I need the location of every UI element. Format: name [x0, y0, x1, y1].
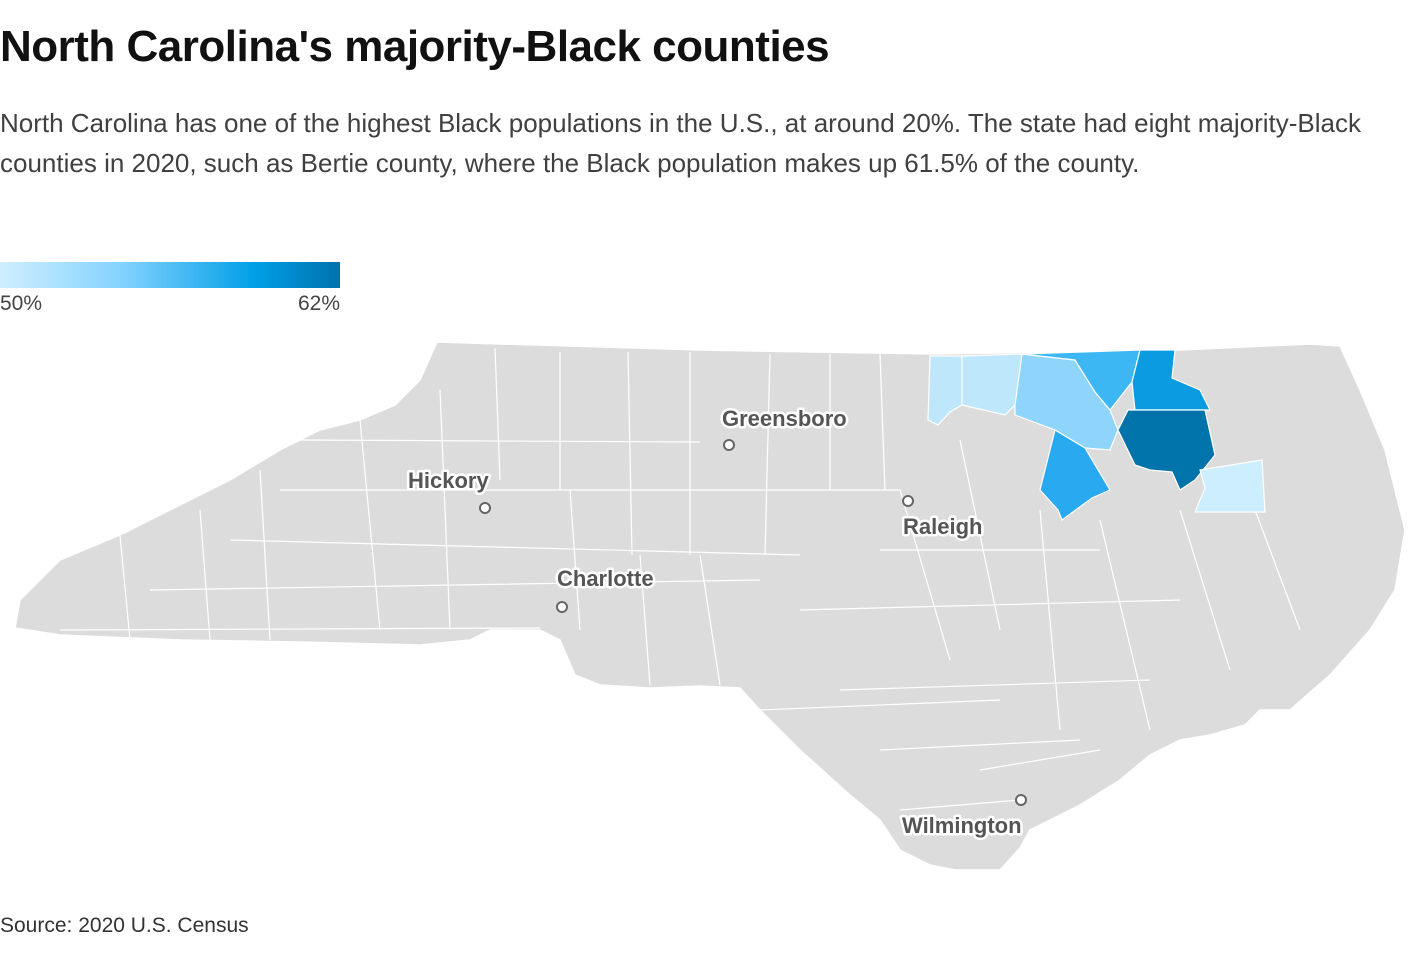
chart-subtitle: North Carolina has one of the highest Bl… — [0, 108, 1361, 178]
city-label-charlotte: Charlotte — [557, 566, 654, 591]
city-label-raleigh: Raleigh — [903, 514, 982, 539]
color-legend: 50% 62% — [0, 262, 340, 316]
county-highlight-7 — [1039, 429, 1111, 521]
north-carolina-map: Greensboro Hickory Raleigh Charlotte Wil… — [14, 341, 1406, 871]
city-label-hickory: Hickory — [408, 468, 489, 493]
legend-min-label: 50% — [0, 292, 43, 315]
legend-labels: 50% 62% — [0, 292, 340, 316]
county-highlight-5 — [1131, 349, 1211, 411]
county-highlight-6 — [1117, 409, 1216, 491]
city-label-wilmington: Wilmington — [902, 813, 1022, 838]
city-markers: Greensboro Hickory Raleigh Charlotte Wil… — [406, 404, 1027, 841]
source-note: Source: 2020 U.S. Census — [0, 914, 249, 937]
city-dot-raleigh — [902, 495, 914, 507]
city-dot-greensboro — [723, 439, 735, 451]
legend-max-label: 62% — [297, 292, 340, 315]
legend-gradient-bar — [0, 262, 340, 288]
city-dot-charlotte — [556, 601, 568, 613]
county-highlight-2 — [961, 353, 1023, 416]
city-dot-wilmington — [1015, 794, 1027, 806]
county-highlight-8 — [1194, 459, 1266, 513]
chart-title: North Carolina's majority-Black counties — [0, 22, 830, 71]
county-borders — [59, 347, 1301, 811]
city-label-greensboro: Greensboro — [722, 406, 847, 431]
city-dot-hickory — [479, 502, 491, 514]
highlighted-counties — [927, 349, 1266, 521]
